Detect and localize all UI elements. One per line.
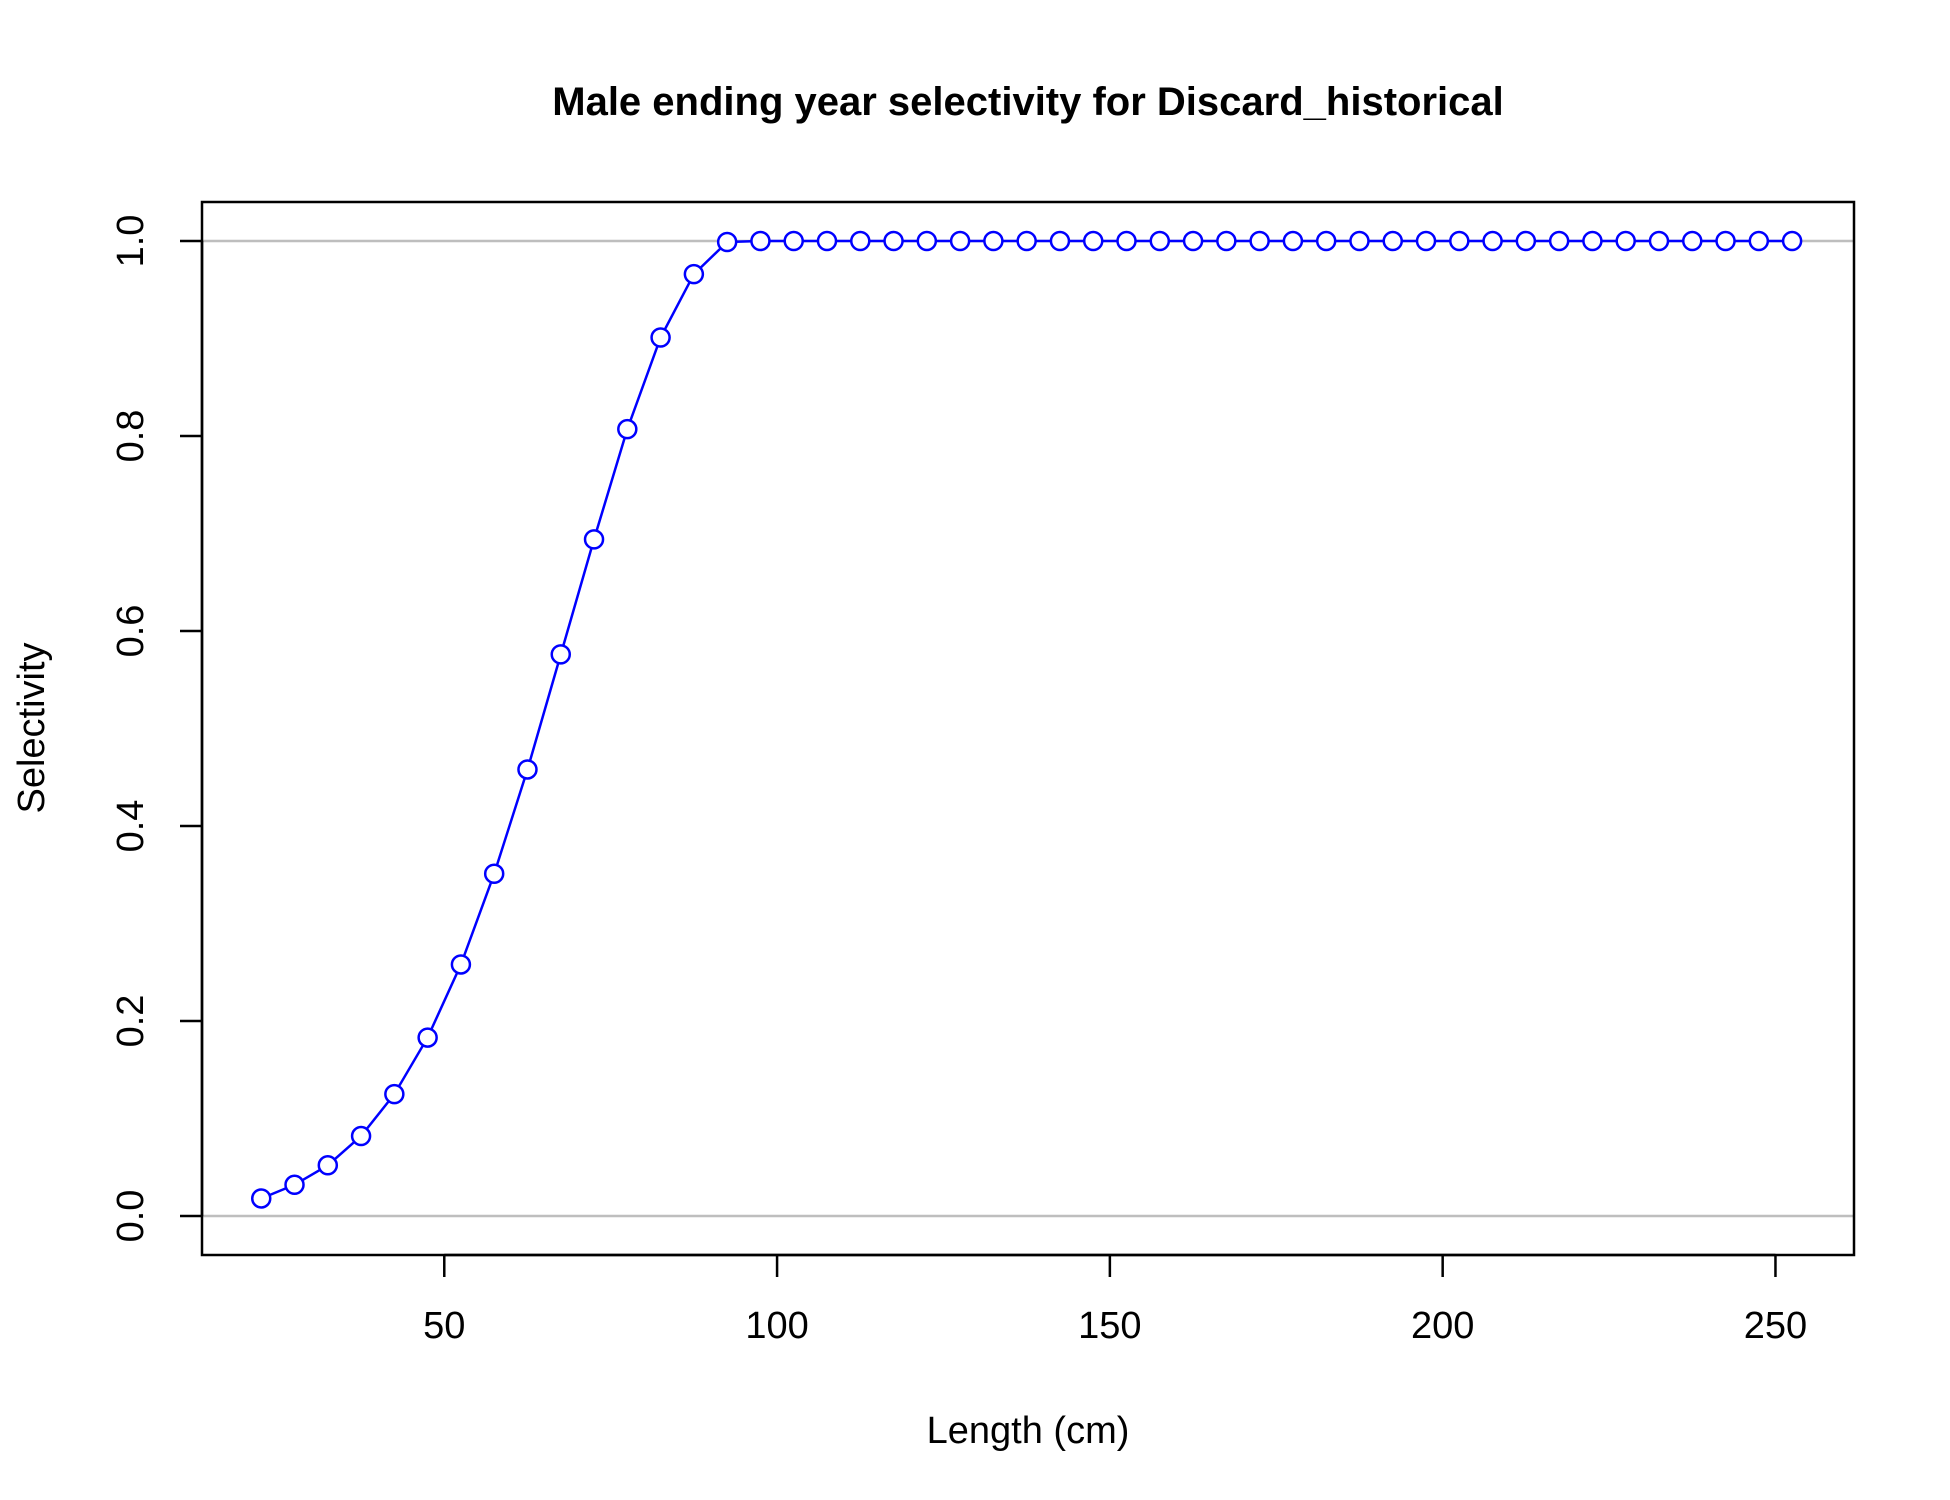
data-point bbox=[1382, 230, 1403, 252]
data-point bbox=[916, 230, 938, 252]
y-axis-label: Selectivity bbox=[11, 642, 53, 813]
data-point bbox=[850, 230, 871, 252]
data-point bbox=[983, 230, 1004, 252]
data-point bbox=[883, 230, 904, 252]
data-point bbox=[1315, 230, 1337, 252]
data-point bbox=[650, 327, 671, 348]
data-point bbox=[750, 230, 771, 252]
data-point bbox=[1548, 230, 1570, 252]
data-point bbox=[1615, 230, 1636, 252]
y-axis: 0.0 0.2 0.4 0.6 0.8 1.0 bbox=[110, 215, 204, 1243]
data-point bbox=[517, 759, 538, 780]
data-point bbox=[1182, 230, 1204, 252]
data-point bbox=[450, 954, 472, 975]
y-tick-label: 1.0 bbox=[110, 215, 152, 268]
data-point bbox=[550, 644, 572, 665]
data-point bbox=[816, 230, 838, 252]
x-tick-label: 100 bbox=[745, 1305, 808, 1347]
data-point bbox=[1082, 230, 1104, 252]
data-point bbox=[1582, 230, 1603, 252]
data-point bbox=[1149, 230, 1171, 252]
x-axis-label: Length (cm) bbox=[927, 1410, 1130, 1452]
x-tick-label: 50 bbox=[423, 1305, 465, 1347]
data-point bbox=[1449, 230, 1470, 252]
y-tick-label: 0.4 bbox=[110, 800, 152, 853]
data-point bbox=[1282, 230, 1304, 252]
data-point bbox=[1648, 230, 1670, 252]
x-tick-label: 200 bbox=[1411, 1305, 1474, 1347]
data-point bbox=[1249, 230, 1270, 252]
data-point bbox=[1016, 230, 1037, 252]
y-tick-label: 0.2 bbox=[110, 995, 152, 1048]
series-layer bbox=[250, 230, 1803, 1209]
y-tick-label: 0.0 bbox=[110, 1190, 152, 1243]
x-axis: 50 100 150 200 250 bbox=[423, 1253, 1807, 1347]
data-point bbox=[583, 529, 605, 550]
data-point bbox=[783, 230, 804, 252]
data-point bbox=[1349, 230, 1370, 252]
data-point bbox=[1482, 230, 1503, 252]
data-point bbox=[284, 1174, 305, 1196]
data-point bbox=[483, 863, 505, 885]
data-point bbox=[1682, 230, 1703, 252]
data-point bbox=[1515, 230, 1537, 252]
data-point bbox=[1715, 230, 1736, 252]
data-point bbox=[1116, 230, 1137, 252]
data-point bbox=[1049, 230, 1071, 252]
data-point bbox=[1781, 230, 1803, 252]
x-tick-label: 150 bbox=[1078, 1305, 1141, 1347]
data-point bbox=[1415, 230, 1437, 252]
data-point bbox=[317, 1155, 339, 1176]
data-point bbox=[384, 1083, 405, 1105]
data-point bbox=[716, 231, 738, 253]
data-point bbox=[617, 418, 638, 440]
data-point bbox=[417, 1027, 438, 1048]
data-point bbox=[1748, 230, 1770, 252]
chart-title: Male ending year selectivity for Discard… bbox=[552, 80, 1503, 124]
data-point bbox=[1216, 230, 1237, 252]
data-point bbox=[350, 1125, 372, 1147]
y-tick-label: 0.8 bbox=[110, 410, 152, 463]
x-tick-label: 250 bbox=[1744, 1305, 1807, 1347]
data-point bbox=[250, 1188, 272, 1209]
data-point bbox=[949, 230, 971, 252]
data-point bbox=[683, 263, 705, 285]
y-tick-label: 0.6 bbox=[110, 605, 152, 658]
